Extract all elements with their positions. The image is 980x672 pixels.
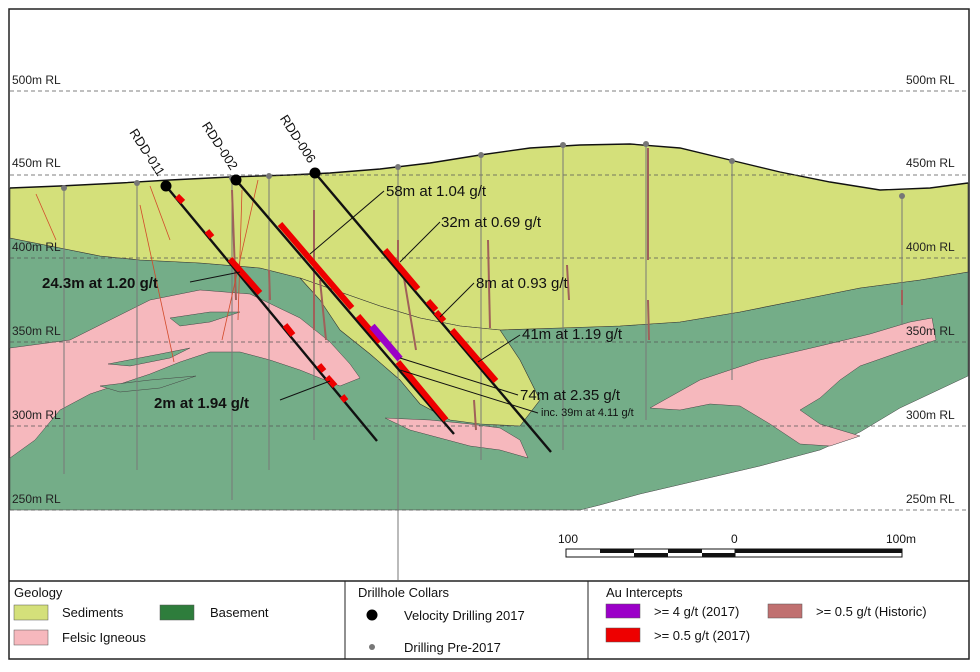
basement-lens-3: [169, 311, 241, 327]
rl-label-300-right: 300m RL: [906, 408, 955, 422]
intercept-rdd011-2m: [324, 375, 338, 388]
legend-label-felsic: Felsic Igneous: [62, 630, 146, 645]
topography-line: [9, 143, 969, 191]
rl-label-500-right: 500m RL: [906, 73, 955, 87]
rl-label-300-left: 300m RL: [12, 408, 61, 422]
rl-label-400-right: 400m RL: [906, 240, 955, 254]
legend-symbol-pre2017: [369, 644, 375, 650]
intercept-rdd011-e: [339, 394, 349, 403]
intercept-rdd011-24m: [227, 257, 263, 295]
annotation-2m: 2m at 1.94 g/t: [154, 395, 249, 412]
legend: Geology Sediments Basement Felsic Igneou…: [9, 580, 969, 659]
rl-label-350-right: 350m RL: [906, 324, 955, 338]
intercept-rdd002-b: [367, 328, 383, 344]
fault-traces: [35, 179, 259, 363]
annotation-24m: 24.3m at 1.20 g/t: [42, 275, 158, 292]
rl-label-400-left: 400m RL: [12, 240, 61, 254]
legend-symbol-velocity: [366, 609, 378, 621]
annotation-32m: 32m at 0.69 g/t: [441, 214, 542, 231]
legend-swatch-historic: [767, 603, 803, 619]
legend-swatch-sediments: [13, 604, 49, 621]
felsic-igneous-unit-centre: [384, 417, 529, 459]
velocity-collars: [160, 167, 321, 192]
rl-label-450-left: 450m RL: [12, 156, 61, 170]
legend-collars-title: Drillhole Collars: [358, 585, 450, 600]
legend-swatch-2017: [605, 627, 641, 643]
felsic-igneous-unit-right: [649, 317, 937, 447]
legend-label-sediments: Sediments: [62, 605, 124, 620]
legend-label-pre2017: Drilling Pre-2017: [404, 640, 501, 655]
rl-labels-right: 500m RL 450m RL 400m RL 350m RL 300m RL …: [906, 73, 955, 506]
intercept-rdd011-c: [282, 323, 296, 337]
rl-label-500-left: 500m RL: [12, 73, 61, 87]
intercept-rdd006-32m: [382, 248, 421, 291]
scale-label-left: 100: [558, 532, 578, 546]
annotation-41m: 41m at 1.19 g/t: [522, 326, 623, 343]
intercept-rdd011-a: [174, 193, 186, 205]
intercept-high-grade: [369, 323, 403, 362]
legend-geology-title: Geology: [14, 585, 63, 600]
intercept-rdd002-58m: [277, 222, 355, 310]
legend-label-velocity: Velocity Drilling 2017: [404, 608, 525, 623]
annotation-leaders: [189, 190, 539, 414]
historic-collars: [61, 141, 905, 199]
rl-label-450-right: 450m RL: [906, 156, 955, 170]
intercept-rdd006-41m: [449, 328, 499, 383]
legend-label-2017: >= 0.5 g/t (2017): [654, 628, 750, 643]
intercept-rdd006-a: [425, 299, 439, 312]
annotation-74m: 74m at 2.35 g/t: [520, 387, 621, 404]
rl-label-250-right: 250m RL: [906, 492, 955, 506]
scale-label-zero: 0: [731, 532, 738, 546]
scale-label-right: 100m: [886, 532, 916, 546]
basement-lens-1: [107, 347, 191, 367]
scale-bar: 100 0 100m: [558, 532, 916, 558]
intercept-rdd011-b: [204, 229, 215, 239]
annotation-58m: 58m at 1.04 g/t: [386, 183, 487, 200]
rl-label-250-left: 250m RL: [12, 492, 61, 506]
rl-gridlines: [10, 90, 968, 511]
rl-label-350-left: 350m RL: [12, 324, 61, 338]
legend-label-high-grade: >= 4 g/t (2017): [654, 604, 739, 619]
legend-label-historic: >= 0.5 g/t (Historic): [816, 604, 927, 619]
annotation-8m: 8m at 0.93 g/t: [476, 275, 569, 292]
legend-intercepts-title: Au Intercepts: [606, 585, 683, 600]
intercept-rdd002-a: [355, 314, 373, 332]
legend-swatch-basement: [159, 604, 195, 621]
annotation-39m: inc. 39m at 4.11 g/t: [541, 407, 634, 419]
felsic-igneous-unit-left: [9, 289, 361, 459]
rl-labels-left: 500m RL 450m RL 400m RL 350m RL 300m RL …: [12, 73, 61, 506]
basement-lens-2: [99, 375, 197, 393]
legend-label-basement: Basement: [210, 605, 269, 620]
legend-swatch-felsic: [13, 629, 49, 646]
legend-swatch-high-grade: [605, 603, 641, 619]
intercept-rdd011-d: [316, 363, 327, 373]
